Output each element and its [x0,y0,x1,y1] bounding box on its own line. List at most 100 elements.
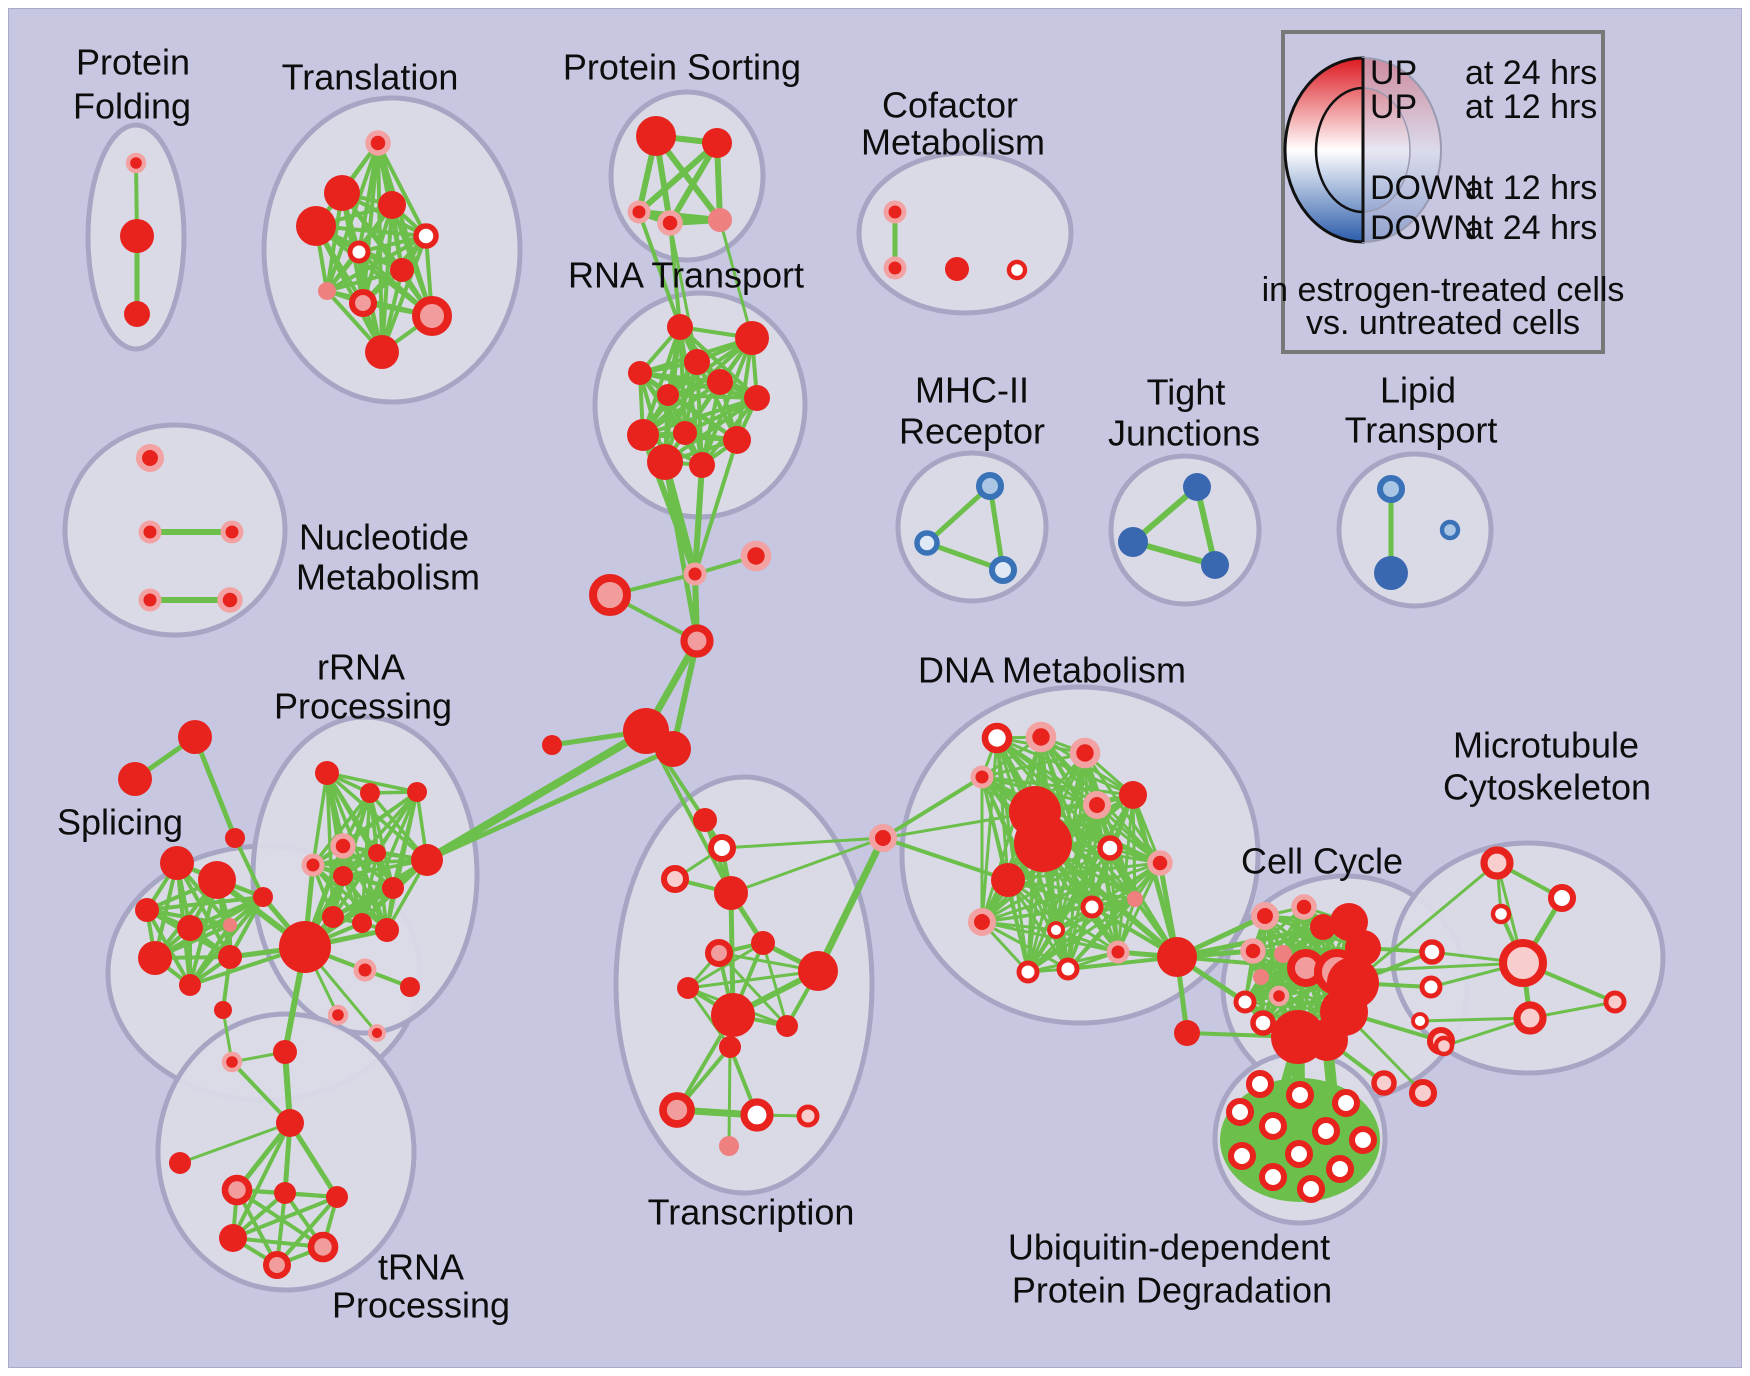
network-node-red [636,116,676,156]
network-node-red [225,828,245,848]
network-node-ringp [1408,1078,1438,1108]
network-node-red [315,761,339,785]
network-edge [686,986,732,1049]
network-node-ringp [796,1104,820,1128]
network-edge [666,393,759,400]
network-node-pink [223,918,237,932]
network-node-red [169,1152,191,1174]
network-node-red [160,846,194,880]
network-edge [881,836,1010,882]
cluster-label: Metabolism [861,122,1045,163]
network-edge [311,791,372,867]
cluster-label: Protein [76,42,190,83]
network-node-ringw [1097,835,1123,861]
cluster-label: Transcription [648,1192,855,1233]
network-edge [980,775,1162,865]
network-node-red [627,419,659,451]
cluster-label: Cofactor [882,85,1018,126]
cluster-label: Transport [1345,410,1498,451]
network-node-ringw [1547,883,1577,913]
network-node-red [177,915,203,941]
network-edge [683,396,759,435]
network-node-blue [1374,556,1408,590]
network-node-red [276,1109,304,1137]
network-node-red [219,1224,247,1252]
network-node-ringw [1348,1125,1378,1155]
network-node-red [647,444,683,480]
network-node-pinkc [307,1231,339,1263]
network-edge [325,268,404,293]
network-edge [686,969,820,990]
network-node-red [120,219,154,253]
network-node-red [693,808,717,832]
network-edge [368,791,395,890]
cluster-label: RNA Transport [568,255,804,296]
legend-time-label: at 24 hrs [1465,54,1597,92]
network-edge [670,638,700,752]
network-node-halo [883,256,907,280]
network-node-bluer [1439,519,1461,541]
network-node-red [673,421,697,445]
network-node-red [296,206,336,246]
network-edge [980,751,1087,779]
network-node-ringw [1331,1088,1361,1118]
legend-direction-label: UP [1370,54,1417,92]
network-edge [230,1060,292,1125]
network-edge [980,861,1162,924]
network-node-red [711,993,755,1037]
network-node-halo [368,1024,386,1042]
network-node-pinkc [348,288,378,318]
network-node-red [322,906,344,928]
network-node-red [1310,914,1336,940]
network-edge [761,941,789,1028]
network-node-halo [125,152,147,174]
network-node-red [1174,1020,1200,1046]
network-node-ringw [707,833,737,863]
network-node-red [735,321,769,355]
network-node-red [1306,1019,1348,1061]
cluster-ellipse-translation [261,95,523,405]
network-edge [233,836,265,899]
network-edge [1131,793,1137,901]
network-node-ringw [413,223,439,249]
network-edge [275,1195,339,1267]
legend-inner-right-half [1362,87,1411,213]
network-node-halo [967,907,997,937]
legend-time-label: at 12 hrs [1465,169,1597,207]
network-node-red [135,898,159,922]
cluster-label: Protein Sorting [563,47,801,88]
legend-time-label: at 24 hrs [1465,209,1597,247]
network-node-ringw [740,1098,774,1132]
network-edge [1095,803,1120,954]
network-node-halo [1250,901,1280,931]
network-node-red [945,257,969,281]
network-edge [980,905,1094,924]
cluster-label: Microtubule [1453,725,1639,766]
network-edge [380,234,428,354]
network-edge [1006,878,1120,954]
network-edge [641,325,682,437]
network-edge [331,851,379,919]
network-edge [686,941,765,990]
network-edge [360,851,379,925]
network-node-ringw [1227,1141,1257,1171]
network-edge [693,438,739,576]
network-edge [325,234,428,293]
cluster-label: Processing [332,1285,510,1326]
cluster-label: Translation [282,57,459,98]
network-node-red [407,782,427,802]
network-node-halo [330,833,356,859]
legend-direction-label: DOWN [1370,209,1478,247]
legend-caption: in estrogen-treated cells [1262,271,1625,309]
network-node-pinkc [680,624,714,658]
network-node-red [677,977,699,999]
legend-direction-label: UP [1370,88,1417,126]
network-node-pinkc [589,574,631,616]
cluster-label: DNA Metabolism [918,650,1186,691]
network-node-ringw [1325,1154,1355,1184]
network-node-blue [1118,527,1148,557]
network-node-bluerl [988,555,1018,585]
network-edge [1175,955,1308,970]
